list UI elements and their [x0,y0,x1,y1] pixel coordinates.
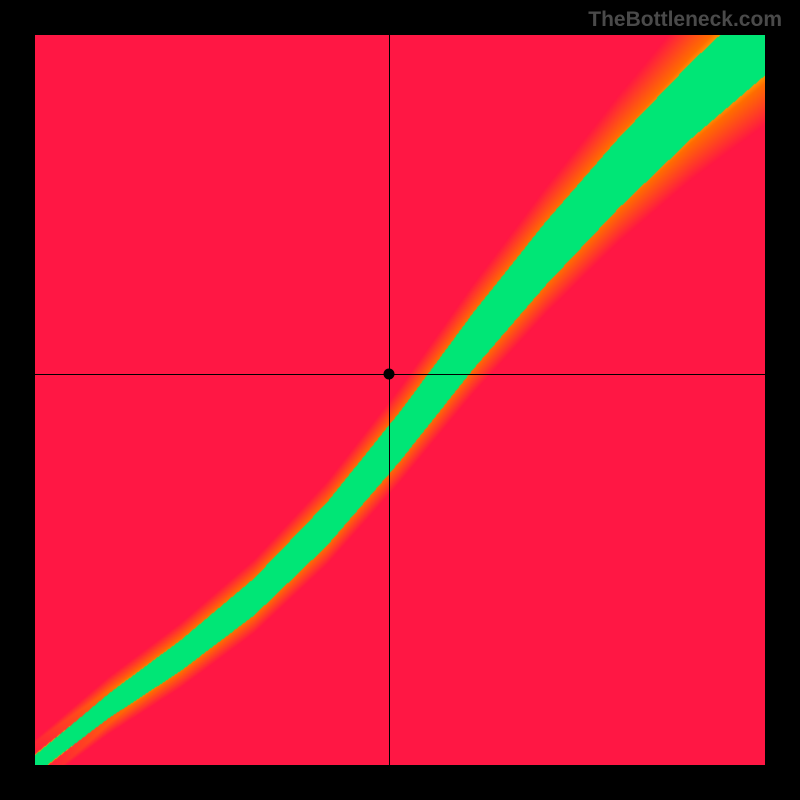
crosshair-horizontal [35,374,765,375]
heatmap-canvas [35,35,765,765]
crosshair-vertical [389,35,390,765]
crosshair-marker [384,369,395,380]
watermark-text: TheBottleneck.com [588,8,782,32]
bottleneck-heatmap [35,35,765,765]
